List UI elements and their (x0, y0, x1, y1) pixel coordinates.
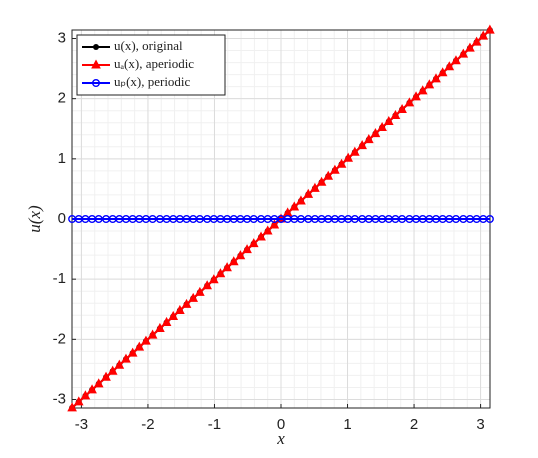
marker (296, 214, 305, 223)
marker (249, 214, 258, 223)
marker (330, 164, 340, 174)
y-tick-label: 2 (58, 90, 66, 107)
x-tick-label: 3 (476, 416, 484, 433)
x-tick-label: -2 (141, 416, 154, 433)
y-axis-label: u(x) (25, 205, 44, 233)
marker (195, 214, 204, 223)
legend-marker (93, 44, 99, 50)
marker (398, 214, 407, 223)
marker (168, 310, 179, 320)
marker (248, 238, 259, 248)
y-tick-label: 3 (58, 29, 66, 46)
x-tick-label: -3 (75, 416, 88, 433)
marker (465, 42, 475, 52)
marker (363, 134, 374, 144)
marker (215, 268, 226, 278)
marker (485, 214, 494, 223)
marker (343, 152, 354, 162)
legend-label: uₚ(x), periodic (114, 74, 191, 89)
marker (390, 109, 401, 120)
marker (242, 244, 252, 254)
marker (404, 97, 415, 107)
marker (444, 61, 455, 71)
marker (485, 24, 495, 34)
marker (93, 378, 104, 388)
marker (175, 304, 185, 314)
marker (336, 158, 347, 168)
legend-label: uₐ(x), aperiodic (114, 56, 194, 71)
marker (114, 359, 125, 369)
marker (256, 231, 266, 241)
marker (101, 371, 111, 381)
x-axis-label: x (276, 429, 285, 448)
x-tick-label: -1 (208, 416, 221, 433)
marker (357, 140, 367, 150)
marker (458, 48, 469, 58)
y-tick-label: 0 (58, 210, 66, 227)
marker (141, 335, 151, 345)
marker (383, 115, 394, 126)
series (67, 24, 495, 412)
legend: u(x), original uₐ(x), aperiodic uₚ(x), per… (76, 34, 226, 96)
legend-marker (91, 78, 100, 87)
marker (431, 73, 441, 83)
marker (148, 214, 157, 223)
marker (262, 225, 273, 235)
marker (296, 195, 306, 205)
marker (202, 280, 212, 290)
marker (289, 201, 300, 211)
marker (451, 214, 460, 223)
marker (127, 347, 138, 357)
marker (478, 30, 489, 40)
legend-marker (91, 59, 101, 69)
y-tick-label: -3 (53, 390, 66, 407)
marker (350, 214, 359, 223)
marker (94, 214, 103, 223)
marker (87, 384, 97, 394)
legend-label: u(x), original (114, 38, 183, 53)
marker (269, 219, 280, 229)
marker (222, 262, 232, 272)
marker (411, 91, 421, 101)
marker (310, 182, 320, 192)
marker (147, 329, 158, 339)
marker (417, 85, 428, 95)
y-tick-label: 1 (58, 150, 66, 167)
marker (73, 396, 84, 406)
marker (208, 274, 219, 284)
marker (155, 322, 165, 332)
y-tick-label: -1 (53, 270, 66, 287)
x-tick-label: 2 (410, 416, 418, 433)
x-tick-label: 0 (277, 416, 285, 433)
series (68, 214, 494, 223)
marker (316, 176, 327, 186)
marker (437, 67, 448, 77)
y-tick-label: -2 (53, 330, 66, 347)
marker (397, 103, 407, 114)
marker (188, 292, 199, 302)
marker (471, 36, 482, 46)
marker (161, 316, 172, 326)
marker (451, 55, 461, 65)
marker (67, 402, 77, 412)
plot-frame (71, 29, 491, 409)
marker (228, 256, 239, 266)
marker (181, 298, 192, 308)
marker (195, 286, 205, 296)
marker (323, 170, 334, 180)
marker (377, 121, 387, 132)
marker (134, 341, 145, 351)
marker (235, 250, 246, 260)
marker (121, 353, 131, 363)
marker (350, 146, 360, 156)
marker (80, 390, 91, 400)
x-tick-label: 1 (343, 416, 351, 433)
marker (303, 188, 314, 198)
marker (424, 79, 435, 89)
marker (370, 128, 381, 138)
marker (107, 365, 118, 375)
